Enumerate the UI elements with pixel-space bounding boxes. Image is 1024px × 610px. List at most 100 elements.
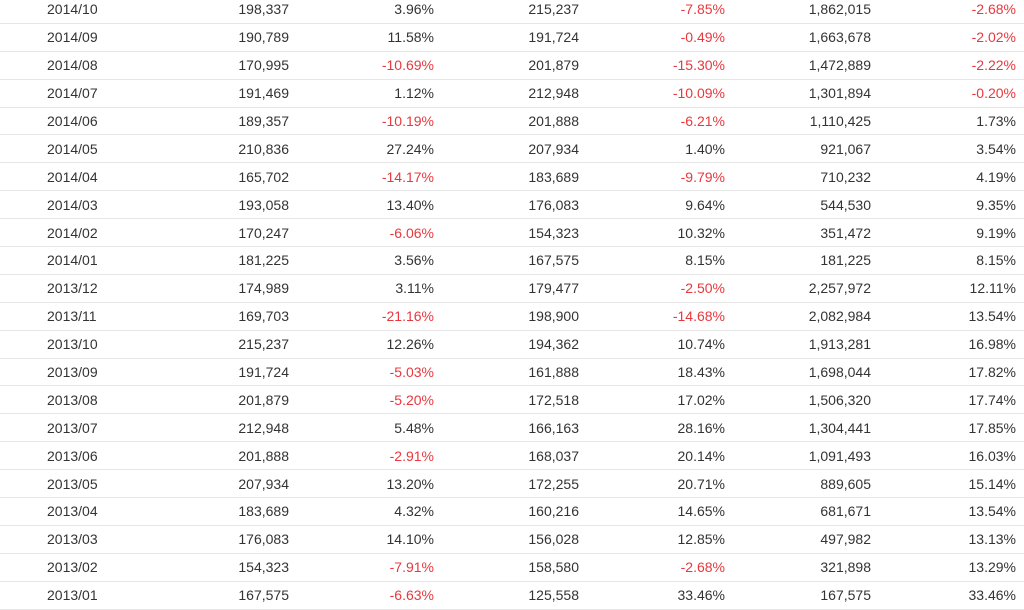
table-row: 2014/03 193,058 13.40% 176,083 9.64% 544,530 9… [0, 191, 1024, 220]
compare-value-cell: 194,362 [528, 336, 579, 353]
month-cell: 2013/04 [47, 503, 98, 520]
compare-value-cell: 160,216 [528, 503, 579, 520]
compare-value-cell: 207,934 [528, 140, 579, 157]
cumulative-change-cell: 12.11% [969, 280, 1016, 297]
month-cell: 2013/08 [47, 391, 98, 408]
month-cell: 2013/10 [47, 336, 98, 353]
cumulative-value-cell: 1,506,320 [808, 391, 871, 408]
change-cell: 4.32% [394, 503, 434, 520]
compare-value-cell: 212,948 [528, 85, 579, 102]
change-cell: -2.91% [389, 447, 434, 464]
table-row: 2014/02 170,247 -6.06% 154,323 10.32% 351,472… [0, 219, 1024, 248]
cumulative-change-cell: 13.54% [968, 503, 1016, 520]
cumulative-change-cell: -2.22% [971, 57, 1016, 74]
cumulative-value-cell: 2,082,984 [808, 308, 871, 325]
cumulative-change-cell: 17.74% [968, 391, 1016, 408]
change-cell: 11.58% [387, 29, 434, 46]
compare-value-cell: 156,028 [528, 531, 579, 548]
change-cell: -5.03% [389, 364, 434, 381]
value-cell: 189,357 [238, 113, 289, 129]
compare-value-cell: 172,518 [528, 391, 579, 408]
cumulative-value-cell: 681,671 [820, 503, 871, 520]
compare-change-cell: -6.21% [680, 113, 725, 129]
compare-change-cell: 33.46% [677, 587, 725, 604]
cumulative-value-cell: 2,257,972 [808, 280, 871, 297]
cumulative-change-cell: 13.13% [968, 531, 1016, 548]
table-row: 2014/08 170,995 -10.69% 201,879 -15.30% 1,472… [0, 52, 1024, 80]
cumulative-value-cell: 1,862,015 [808, 1, 871, 18]
month-cell: 2014/06 [47, 113, 98, 129]
table-row: 2013/01 167,575 -6.63% 125,558 33.46% 167,575… [0, 582, 1024, 610]
table-row: 2014/04 165,702 -14.17% 183,689 -9.79% 710,23… [0, 163, 1024, 192]
change-cell: 14.10% [386, 531, 434, 548]
table-row: 2013/02 154,323 -7.91% 158,580 -2.68% 321,898… [0, 554, 1024, 582]
cumulative-value-cell: 1,663,678 [808, 29, 871, 46]
month-cell: 2014/09 [47, 29, 98, 46]
compare-value-cell: 215,237 [528, 1, 579, 18]
month-cell: 2014/02 [47, 224, 98, 241]
value-cell: 193,058 [238, 196, 289, 213]
compare-change-cell: -14.68% [672, 308, 725, 325]
compare-change-cell: 9.64% [685, 196, 725, 213]
compare-change-cell: -7.85% [680, 1, 725, 18]
compare-change-cell: 10.32% [677, 224, 725, 241]
change-cell: -7.91% [389, 559, 434, 576]
table-row: 2014/01 181,225 3.56% 167,575 8.15% 181,225 8.… [0, 247, 1024, 275]
cumulative-value-cell: 921,067 [820, 140, 871, 157]
compare-value-cell: 158,580 [528, 559, 579, 576]
cumulative-value-cell: 1,301,894 [808, 85, 871, 102]
table-row: 2013/06 201,888 -2.91% 168,037 20.14% 1,091,4… [0, 442, 1024, 471]
value-cell: 201,888 [238, 447, 289, 464]
cumulative-change-cell: 16.03% [968, 447, 1016, 464]
compare-change-cell: 28.16% [677, 419, 725, 436]
table-row: 2013/03 176,083 14.10% 156,028 12.85% 497,982… [0, 526, 1024, 554]
table-row: 2014/06 189,357 -10.19% 201,888 -6.21% 1,110,… [0, 108, 1024, 136]
cumulative-change-cell: 17.82% [968, 364, 1016, 381]
value-cell: 215,237 [238, 336, 289, 353]
cumulative-change-cell: 13.54% [968, 308, 1016, 325]
compare-value-cell: 168,037 [528, 447, 579, 464]
cumulative-value-cell: 889,605 [820, 475, 871, 492]
compare-value-cell: 179,477 [528, 280, 579, 297]
cumulative-value-cell: 181,225 [820, 252, 871, 269]
cumulative-value-cell: 167,575 [820, 587, 871, 604]
change-cell: -10.69% [381, 57, 434, 74]
cumulative-value-cell: 321,898 [820, 559, 871, 576]
table-row: 2013/04 183,689 4.32% 160,216 14.65% 681,671 1… [0, 498, 1024, 526]
cumulative-value-cell: 1,913,281 [808, 336, 871, 353]
value-cell: 174,989 [238, 280, 289, 297]
month-cell: 2013/05 [47, 475, 98, 492]
cumulative-value-cell: 351,472 [820, 224, 871, 241]
month-cell: 2013/11 [47, 308, 97, 325]
value-cell: 207,934 [238, 475, 289, 492]
compare-change-cell: -0.49% [680, 29, 725, 46]
value-cell: 191,724 [238, 364, 289, 381]
compare-value-cell: 191,724 [528, 29, 579, 46]
value-cell: 181,225 [238, 252, 289, 269]
value-cell: 165,702 [238, 168, 289, 185]
compare-value-cell: 198,900 [528, 308, 579, 325]
compare-change-cell: -2.68% [680, 559, 725, 576]
cumulative-value-cell: 497,982 [820, 531, 871, 548]
cumulative-change-cell: 9.35% [976, 196, 1016, 213]
value-cell: 183,689 [238, 503, 289, 520]
cumulative-change-cell: 8.15% [976, 252, 1016, 269]
cumulative-change-cell: 9.19% [976, 224, 1016, 241]
cumulative-change-cell: 1.73% [976, 113, 1016, 129]
month-cell: 2014/03 [47, 196, 98, 213]
month-cell: 2014/04 [47, 168, 98, 185]
change-cell: 12.26% [386, 336, 434, 353]
change-cell: 3.96% [394, 1, 434, 18]
change-cell: 13.40% [386, 196, 434, 213]
cumulative-value-cell: 1,472,889 [808, 57, 871, 74]
compare-value-cell: 161,888 [528, 364, 579, 381]
month-cell: 2013/09 [47, 364, 98, 381]
table-row: 2013/07 212,948 5.48% 166,163 28.16% 1,304,44… [0, 414, 1024, 443]
month-cell: 2013/03 [47, 531, 98, 548]
value-cell: 169,703 [238, 308, 289, 325]
change-cell: 13.20% [386, 475, 434, 492]
compare-value-cell: 176,083 [528, 196, 579, 213]
month-cell: 2014/08 [47, 57, 98, 74]
compare-change-cell: -15.30% [672, 57, 725, 74]
